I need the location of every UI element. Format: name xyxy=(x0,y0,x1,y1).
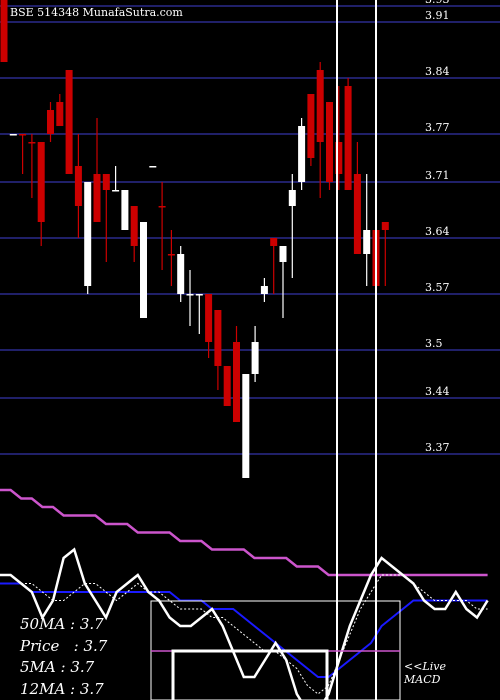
candle-body-17 xyxy=(158,206,166,208)
price-axis-labels: 3.93 3.91 3.84 3.77 3.71 3.64 3.57 3.5 3.44 3.37 xyxy=(425,0,450,454)
candle-body-29 xyxy=(270,238,278,246)
candle-body-0 xyxy=(0,0,8,62)
price-tick-label-2: 3.84 xyxy=(425,65,450,78)
candle-body-27 xyxy=(251,342,259,374)
ma50-line xyxy=(0,488,488,577)
candle-body-20 xyxy=(186,294,194,296)
candle-body-19 xyxy=(177,254,185,294)
candle-body-34 xyxy=(316,70,324,142)
candle-body-1 xyxy=(9,134,17,136)
candle-body-23 xyxy=(214,310,222,366)
candle-body-24 xyxy=(223,366,231,406)
candle-body-22 xyxy=(205,294,213,342)
ma50-stat: 50MA : 3.7 xyxy=(20,615,104,633)
candle-body-26 xyxy=(242,374,250,478)
exchange-label: BSE xyxy=(10,6,34,19)
candle-body-33 xyxy=(307,94,315,158)
candle-body-9 xyxy=(84,182,92,286)
price-tick-label-5: 3.64 xyxy=(425,225,450,238)
candle-body-7 xyxy=(65,70,73,174)
candle-body-4 xyxy=(37,142,45,222)
candle-body-14 xyxy=(130,206,138,246)
chart-header: BSE 514348 MunafaSutra.com xyxy=(10,6,183,19)
candle-body-41 xyxy=(381,222,389,230)
site-name: MunafaSutra.com xyxy=(82,6,183,19)
price-tick-label-8: 3.44 xyxy=(425,385,450,398)
candlesticks xyxy=(0,0,389,478)
live-macd-label: <<Live MACD xyxy=(404,660,446,686)
price-tick-label-7: 3.5 xyxy=(425,337,443,350)
candle-body-10 xyxy=(93,174,101,222)
candle-body-2 xyxy=(19,134,27,136)
candle-body-18 xyxy=(167,254,175,256)
candle-body-25 xyxy=(233,342,240,422)
candle-body-3 xyxy=(28,142,36,144)
candle-body-6 xyxy=(56,102,64,126)
candle-body-31 xyxy=(288,190,296,206)
macd-histogram-outline xyxy=(171,649,329,700)
candle-body-11 xyxy=(102,174,110,190)
candle-body-16 xyxy=(149,166,157,168)
candle-body-5 xyxy=(47,110,54,134)
price-tick-label-1: 3.91 xyxy=(425,9,450,22)
candle-body-36 xyxy=(335,142,343,174)
price-stat: Price : 3.7 xyxy=(20,636,108,655)
price-line xyxy=(0,547,489,700)
ma5-stat: 5MA : 3.7 xyxy=(20,658,95,676)
candle-body-28 xyxy=(260,286,268,294)
price-tick-label-3: 3.77 xyxy=(425,121,450,134)
candle-body-8 xyxy=(74,166,82,206)
candle-body-12 xyxy=(112,190,120,192)
candle-body-39 xyxy=(363,230,371,254)
candle-body-37 xyxy=(344,86,352,190)
candle-body-35 xyxy=(326,102,333,182)
candle-body-21 xyxy=(195,294,203,296)
candle-body-13 xyxy=(121,190,129,230)
price-tick-label-6: 3.57 xyxy=(425,281,450,294)
candle-body-30 xyxy=(279,246,287,262)
price-tick-label-4: 3.71 xyxy=(425,169,450,182)
stats-panel: 50MA : 3.7 Price : 3.7 5MA : 3.7 12MA : … xyxy=(20,614,107,700)
price-tick-label-0: 3.93 xyxy=(425,0,450,6)
ma12-line xyxy=(0,582,488,678)
price-gridlines xyxy=(0,5,500,455)
macd-text: MACD xyxy=(404,673,441,686)
cursor-overlay xyxy=(336,0,377,700)
stock-code: 514348 xyxy=(37,6,80,19)
candle-body-38 xyxy=(353,174,361,254)
price-tick-label-9: 3.37 xyxy=(425,441,450,454)
moving-average-lines xyxy=(0,488,489,700)
candle-body-32 xyxy=(298,126,306,182)
candle-body-15 xyxy=(140,222,147,318)
macd-panel xyxy=(150,600,401,700)
live-text: <<Live xyxy=(404,660,446,673)
ma12-stat: 12MA : 3.7 xyxy=(20,679,104,698)
